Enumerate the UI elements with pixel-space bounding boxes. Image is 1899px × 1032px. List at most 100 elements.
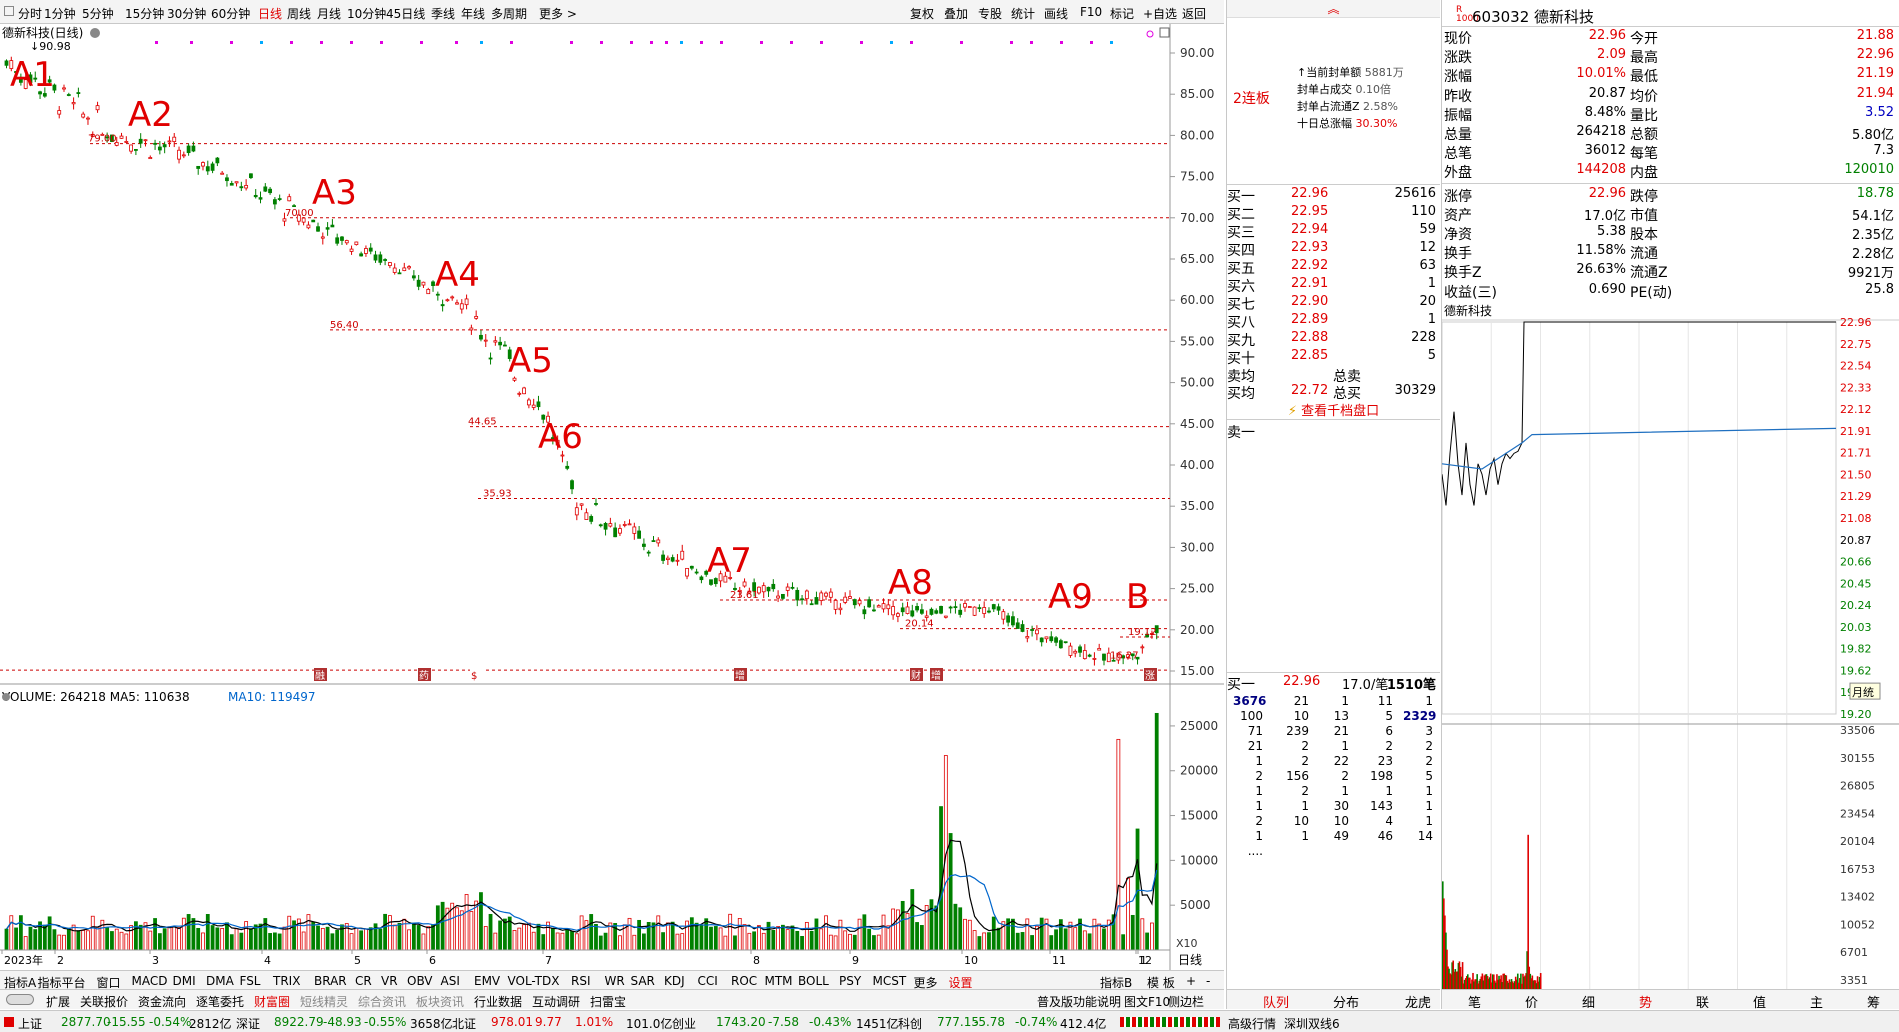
period-tab-3[interactable]: 15分钟: [125, 7, 165, 21]
sub-tab-4[interactable]: 财富圈: [254, 995, 291, 1009]
indicator-tab-15[interactable]: RSI: [571, 974, 591, 988]
bid-row[interactable]: 买九 22.88 228: [1227, 330, 1440, 349]
event-dot[interactable]: [680, 41, 683, 44]
indicator-tab-10[interactable]: VR: [381, 974, 398, 988]
event-dot[interactable]: [1090, 41, 1093, 44]
sub-tab-6[interactable]: 综合资讯: [358, 995, 407, 1009]
event-dot[interactable]: [455, 41, 458, 44]
toolbar-button-0[interactable]: 复权: [910, 7, 935, 21]
sub-right-0[interactable]: 普及版功能说明: [1037, 995, 1122, 1009]
event-dot[interactable]: [820, 41, 823, 44]
event-marker[interactable]: [314, 668, 327, 681]
indicator-tab-23[interactable]: PSY: [839, 974, 862, 988]
indicator-right-1[interactable]: 模 板: [1147, 976, 1175, 990]
indicator-tab-11[interactable]: OBV: [407, 974, 433, 988]
sub-tab-10[interactable]: 扫雷宝: [590, 995, 627, 1009]
chart-expand-icon[interactable]: [1159, 27, 1170, 38]
status-item[interactable]: 北证: [452, 1017, 477, 1031]
period-tab-14[interactable]: 更多 >: [539, 7, 577, 21]
right-tab-2[interactable]: 细: [1582, 996, 1596, 1011]
event-dot[interactable]: [480, 41, 483, 44]
indicator-tab-0[interactable]: 指标A: [4, 976, 37, 990]
chart-settings-icon[interactable]: [1146, 30, 1154, 38]
event-dot[interactable]: [570, 41, 573, 44]
bid-row[interactable]: 买一 22.96 25616: [1227, 186, 1440, 205]
indicator-tab-19[interactable]: CCI: [697, 974, 718, 988]
tab-distribution[interactable]: 分布: [1333, 996, 1360, 1011]
toolbar-button-5[interactable]: F10: [1080, 5, 1103, 19]
title-dropdown-icon[interactable]: [90, 28, 100, 38]
event-dot[interactable]: [420, 41, 423, 44]
toolbar-button-3[interactable]: 统计: [1011, 7, 1036, 21]
indicator-tab-4[interactable]: DMI: [172, 974, 196, 988]
event-dot[interactable]: [720, 41, 723, 44]
event-dot[interactable]: [380, 41, 383, 44]
bid-row[interactable]: 买五 22.92 63: [1227, 258, 1440, 277]
indicator-tab-8[interactable]: BRAR: [314, 974, 347, 988]
view-depth-link[interactable]: ⚡ 查看千档盘口: [1287, 404, 1380, 419]
sub-tab-2[interactable]: 资金流向: [138, 995, 187, 1009]
period-tab-0[interactable]: 分时: [18, 7, 43, 21]
status-item[interactable]: 创业: [672, 1017, 697, 1031]
event-dot[interactable]: [790, 41, 793, 44]
right-tab-0[interactable]: 笔: [1468, 996, 1482, 1011]
right-tab-7[interactable]: 筹: [1867, 996, 1881, 1011]
indicator-right-0[interactable]: 指标B: [1100, 976, 1133, 990]
toggle-switch[interactable]: [6, 994, 34, 1005]
event-dot[interactable]: [1010, 41, 1013, 44]
indicator-right-2[interactable]: +: [1186, 974, 1197, 988]
event-dot[interactable]: [1030, 41, 1033, 44]
right-tab-6[interactable]: 主: [1810, 996, 1824, 1011]
sub-tab-7[interactable]: 板块资讯: [416, 995, 465, 1009]
status-item[interactable]: 上证: [18, 1017, 43, 1031]
sub-tab-3[interactable]: 逐笔委托: [196, 995, 245, 1009]
right-tab-3[interactable]: 势: [1639, 996, 1653, 1011]
indicator-tab-6[interactable]: FSL: [239, 974, 261, 988]
toolbar-button-6[interactable]: 标记: [1110, 7, 1135, 21]
right-tab-5[interactable]: 值: [1753, 996, 1767, 1011]
event-marker[interactable]: [734, 668, 747, 681]
collapse-chevron-icon[interactable]: ︽: [1227, 0, 1440, 18]
event-dot[interactable]: [910, 41, 913, 44]
event-dot[interactable]: [890, 41, 893, 44]
event-dot[interactable]: [1060, 41, 1063, 44]
indicator-tab-16[interactable]: WR: [604, 974, 625, 988]
event-dot[interactable]: [650, 41, 653, 44]
period-tab-10[interactable]: 45日线: [386, 7, 426, 21]
intraday-chart[interactable]: 德新科技 22.96 22.75 22.54 22.33 22.12 21.91 21.71 2…: [1442, 300, 1899, 990]
toolbar-button-1[interactable]: 叠加: [944, 7, 969, 21]
toolbar-button-8[interactable]: 返回: [1182, 7, 1207, 21]
event-dot[interactable]: [230, 41, 233, 44]
right-tab-1[interactable]: 价: [1525, 996, 1539, 1011]
period-tab-8[interactable]: 月线: [317, 7, 342, 21]
indicator-right-3[interactable]: -: [1206, 974, 1211, 988]
status-right-1[interactable]: 深圳双线6: [1284, 1017, 1340, 1031]
period-tab-5[interactable]: 60分钟: [211, 7, 251, 21]
event-dot[interactable]: [190, 41, 193, 44]
period-tab-12[interactable]: 年线: [461, 7, 486, 21]
toolbar-button-7[interactable]: +自选: [1143, 7, 1178, 21]
bid-row[interactable]: 买六 22.91 1: [1227, 276, 1440, 295]
event-dot[interactable]: [350, 41, 353, 44]
event-dot[interactable]: [630, 41, 633, 44]
event-dot[interactable]: [960, 41, 963, 44]
indicator-tab-26[interactable]: 设置: [948, 976, 973, 990]
indicator-tab-14[interactable]: VOL-TDX: [507, 974, 560, 988]
bid-row[interactable]: 买二 22.95 110: [1227, 204, 1440, 223]
bid-row[interactable]: 买十 22.85 5: [1227, 348, 1440, 367]
indicator-tab-25[interactable]: 更多: [913, 976, 938, 990]
event-marker[interactable]: [1144, 668, 1157, 681]
kline-chart[interactable]: 90.00 85.00 80.00 75.00 70.00 65.00 60.00 55.00…: [0, 24, 1224, 970]
indicator-tab-22[interactable]: BOLL: [798, 974, 829, 988]
event-dot[interactable]: [155, 41, 158, 44]
event-dot[interactable]: [665, 41, 668, 44]
event-dot[interactable]: [600, 41, 603, 44]
indicator-tab-9[interactable]: CR: [355, 974, 372, 988]
period-tab-11[interactable]: 季线: [431, 7, 456, 21]
event-dot[interactable]: [510, 41, 513, 44]
period-tab-7[interactable]: 周线: [287, 7, 312, 21]
period-tab-6[interactable]: 日线: [258, 7, 283, 21]
sub-right-2[interactable]: 侧边栏: [1168, 995, 1205, 1009]
event-dot[interactable]: [1110, 41, 1113, 44]
tab-queue[interactable]: 队列: [1263, 996, 1290, 1011]
